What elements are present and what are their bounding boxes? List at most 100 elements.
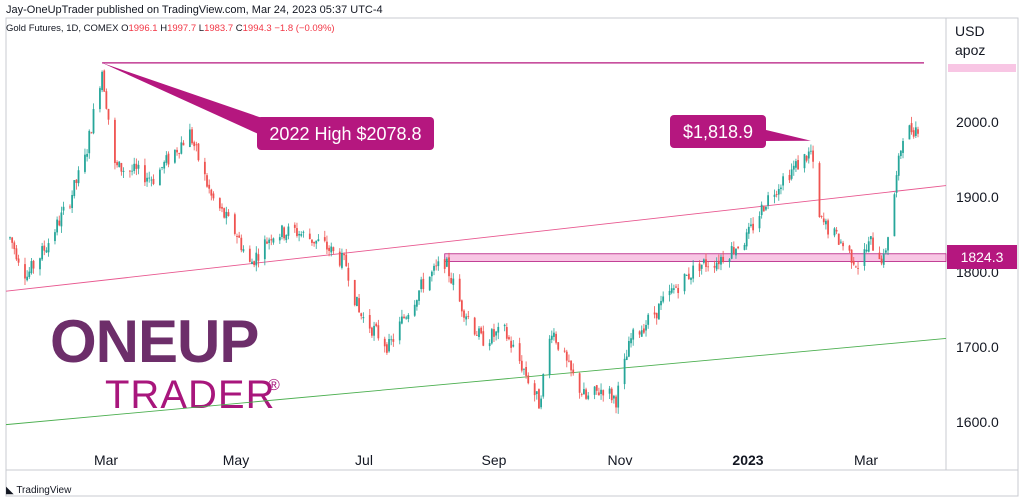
y-tick-label: 1900.0	[956, 189, 999, 205]
candle	[475, 330, 478, 336]
candle	[326, 235, 328, 255]
candle-body	[717, 260, 720, 265]
candle	[56, 216, 59, 236]
x-tick-label: Jul	[355, 452, 373, 468]
change-value: −1.8 (−0.09%)	[274, 23, 335, 34]
candle	[422, 272, 425, 293]
candle	[193, 140, 196, 151]
candle-body	[131, 170, 133, 172]
candle	[197, 143, 200, 162]
candle	[488, 339, 491, 351]
candle-body	[908, 125, 911, 140]
candle-body	[497, 326, 500, 333]
price-axis-highlight	[948, 64, 1016, 72]
candle-body	[45, 250, 48, 253]
candle	[520, 355, 523, 373]
candle-body	[675, 286, 677, 288]
candle-body	[700, 264, 703, 269]
candle-body	[797, 160, 799, 170]
candle	[69, 204, 71, 210]
candle	[77, 166, 80, 187]
candle-body	[197, 143, 200, 161]
candle-body	[281, 225, 283, 238]
candle-body	[338, 251, 341, 266]
candle	[233, 212, 236, 236]
candle-body	[248, 248, 251, 262]
candle	[182, 140, 185, 146]
candle	[413, 300, 416, 317]
candle-body	[608, 388, 611, 394]
candle-body	[912, 130, 915, 137]
candle	[812, 145, 814, 169]
candle-body	[510, 340, 513, 348]
candle-body	[518, 343, 521, 362]
candle-body	[540, 398, 542, 408]
candle	[323, 230, 326, 243]
candle	[206, 173, 208, 188]
candle	[353, 279, 356, 307]
candle-body	[15, 248, 18, 260]
candle	[473, 316, 476, 336]
candle-body	[750, 224, 752, 226]
candle-body	[296, 228, 298, 236]
candle-body	[642, 328, 645, 333]
candle	[400, 309, 403, 325]
candle	[792, 160, 795, 176]
candle-body	[884, 250, 887, 253]
candle	[595, 384, 598, 395]
candle	[105, 88, 108, 110]
candle	[912, 127, 915, 139]
candle-body	[657, 303, 660, 320]
candle	[418, 290, 420, 305]
candle-body	[161, 167, 163, 168]
candle-body	[865, 249, 868, 252]
candle	[535, 391, 538, 400]
candle-body	[221, 206, 223, 209]
candle-body	[300, 234, 303, 236]
candle	[810, 144, 812, 155]
candle-body	[653, 312, 656, 315]
candle	[615, 394, 617, 414]
candle	[518, 337, 521, 364]
candle	[598, 387, 600, 396]
low-value: 1983.7	[204, 23, 234, 34]
tradingview-footer[interactable]: ◣ TradingView	[6, 485, 71, 496]
candle-body	[690, 277, 692, 280]
candle	[737, 246, 740, 250]
candle-body	[328, 247, 330, 251]
candle-body	[278, 237, 281, 241]
candle	[568, 354, 570, 363]
candle	[780, 184, 782, 195]
candle	[308, 228, 311, 240]
candle	[212, 191, 215, 201]
candle-body	[428, 276, 431, 291]
candle-body	[56, 219, 59, 233]
candle	[557, 342, 560, 352]
candle	[430, 270, 433, 282]
candle	[750, 217, 752, 228]
candle	[895, 170, 898, 198]
candle-body	[317, 239, 320, 241]
candle	[902, 138, 904, 159]
candle-body	[386, 344, 388, 353]
candle-body	[833, 228, 836, 236]
candle-body	[41, 246, 44, 260]
candle-body	[129, 170, 131, 172]
candle-body	[570, 360, 572, 371]
candle-body	[9, 237, 11, 239]
candle	[116, 160, 118, 168]
candle	[653, 306, 656, 319]
candle	[773, 189, 776, 204]
candle	[338, 248, 341, 268]
candle-body	[722, 256, 725, 262]
candle	[129, 169, 131, 178]
candle-body	[103, 70, 106, 92]
x-tick-label: Mar	[94, 452, 118, 468]
candle	[383, 336, 386, 353]
candle	[32, 259, 35, 274]
peak-callout-box	[670, 115, 766, 148]
candle	[645, 320, 647, 337]
x-tick-label: 2023	[732, 452, 763, 468]
candle-body	[840, 241, 842, 243]
